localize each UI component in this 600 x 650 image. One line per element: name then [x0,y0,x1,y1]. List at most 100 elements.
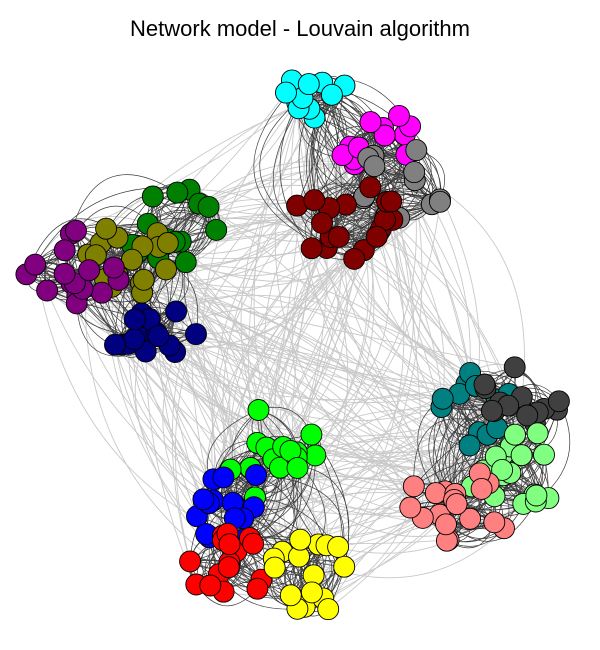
network-node-community-12 [399,496,422,519]
between-community-edge [290,102,504,456]
between-community-edge [46,290,214,501]
between-community-edge [305,84,471,374]
within-community-edge [312,117,385,221]
between-community-edge [161,203,433,282]
network-node-community-10 [547,390,570,413]
within-community-edge [279,102,312,249]
network-node-community-5 [141,185,164,208]
network-node-community-10 [473,373,496,396]
between-community-edge [104,278,515,368]
network-node-community-10 [503,356,526,379]
between-community-edge [216,221,510,395]
between-community-edge [275,83,424,519]
network-node-community-13 [247,399,270,421]
network-node-community-11 [504,423,526,446]
network-node-community-11 [526,422,549,445]
network-node-community-12 [435,513,457,536]
network-node-community-11 [525,484,548,507]
within-community-edge [76,303,146,357]
between-community-edge [265,249,365,448]
network-node-community-3 [363,155,386,178]
between-community-edge [274,247,339,548]
within-community-edge [34,187,190,265]
network-node-community-12 [402,475,425,498]
between-community-edge [169,344,411,508]
network-node-community-4 [327,225,350,248]
network-node-community-10 [480,399,503,422]
network-node-community-8 [104,333,126,356]
network-node-community-7 [24,253,47,276]
within-community-edge [70,174,178,234]
between-community-edge [298,108,369,456]
within-community-edge [313,85,382,230]
network-node-community-14 [245,464,267,486]
network-node-community-12 [459,507,482,530]
network-node-community-7 [78,259,101,282]
network-node-community-16 [333,555,356,578]
network-node-community-7 [90,281,113,304]
between-community-edge [158,335,449,541]
network-node-community-4 [300,237,323,260]
network-node-community-9 [458,434,481,457]
network-node-community-4 [359,176,382,199]
network-node-community-10 [516,404,539,427]
network-node-community-12 [483,511,506,534]
within-community-edge [190,560,292,596]
network-node-community-7 [53,239,76,262]
network-node-community-1 [297,73,320,96]
network-node-community-15 [179,550,202,573]
network-node-community-3 [405,139,428,162]
between-community-edge [155,332,225,592]
network-node-community-2 [373,124,396,147]
network-node-community-6 [121,248,143,271]
network-node-community-6 [95,217,118,240]
network-node-community-12 [445,493,468,516]
between-community-edge [322,445,470,599]
network-node-community-4 [311,212,333,234]
network-node-community-16 [279,584,302,607]
network-node-community-15 [218,533,241,556]
network-node-community-8 [123,308,146,331]
network-node-community-15 [242,532,265,555]
network-node-community-3 [429,190,451,213]
between-community-edge [248,108,300,596]
between-community-edge [131,259,524,505]
network-node-community-15 [246,577,269,600]
between-community-edge [101,287,511,474]
between-community-edge [337,215,405,548]
within-community-edge [253,85,327,249]
network-node-community-1 [275,81,297,104]
network-node-community-9 [431,387,454,410]
network-node-community-8 [165,300,188,323]
between-community-edge [253,102,319,545]
network-node-community-7 [65,219,87,242]
network-node-community-4 [303,189,326,212]
between-community-edge [70,233,504,463]
chart-title: Network model - Louvain algorithm [130,16,470,41]
network-node-community-16 [327,535,350,558]
community-nodes [15,69,570,621]
network-node-community-16 [317,598,340,621]
within-community-edge [149,242,189,320]
network-node-community-13 [300,423,323,446]
network-node-community-15 [199,574,222,597]
between-community-edge [222,247,328,478]
network-node-community-6 [155,258,177,281]
between-community-edge [138,251,495,497]
network-node-community-4 [380,190,403,213]
between-community-edge [157,336,198,517]
network-node-community-7 [36,279,59,302]
network-node-community-5 [205,218,228,241]
network-node-community-12 [424,482,447,505]
network-node-community-14 [212,466,235,489]
network-node-community-4 [343,247,366,270]
network-node-community-8 [147,325,170,348]
network-node-community-8 [185,323,207,346]
between-community-edge [202,258,355,500]
network-node-community-11 [533,443,555,466]
network-node-community-1 [320,83,343,106]
within-community-edge [308,83,338,201]
network-node-community-2 [359,111,382,134]
